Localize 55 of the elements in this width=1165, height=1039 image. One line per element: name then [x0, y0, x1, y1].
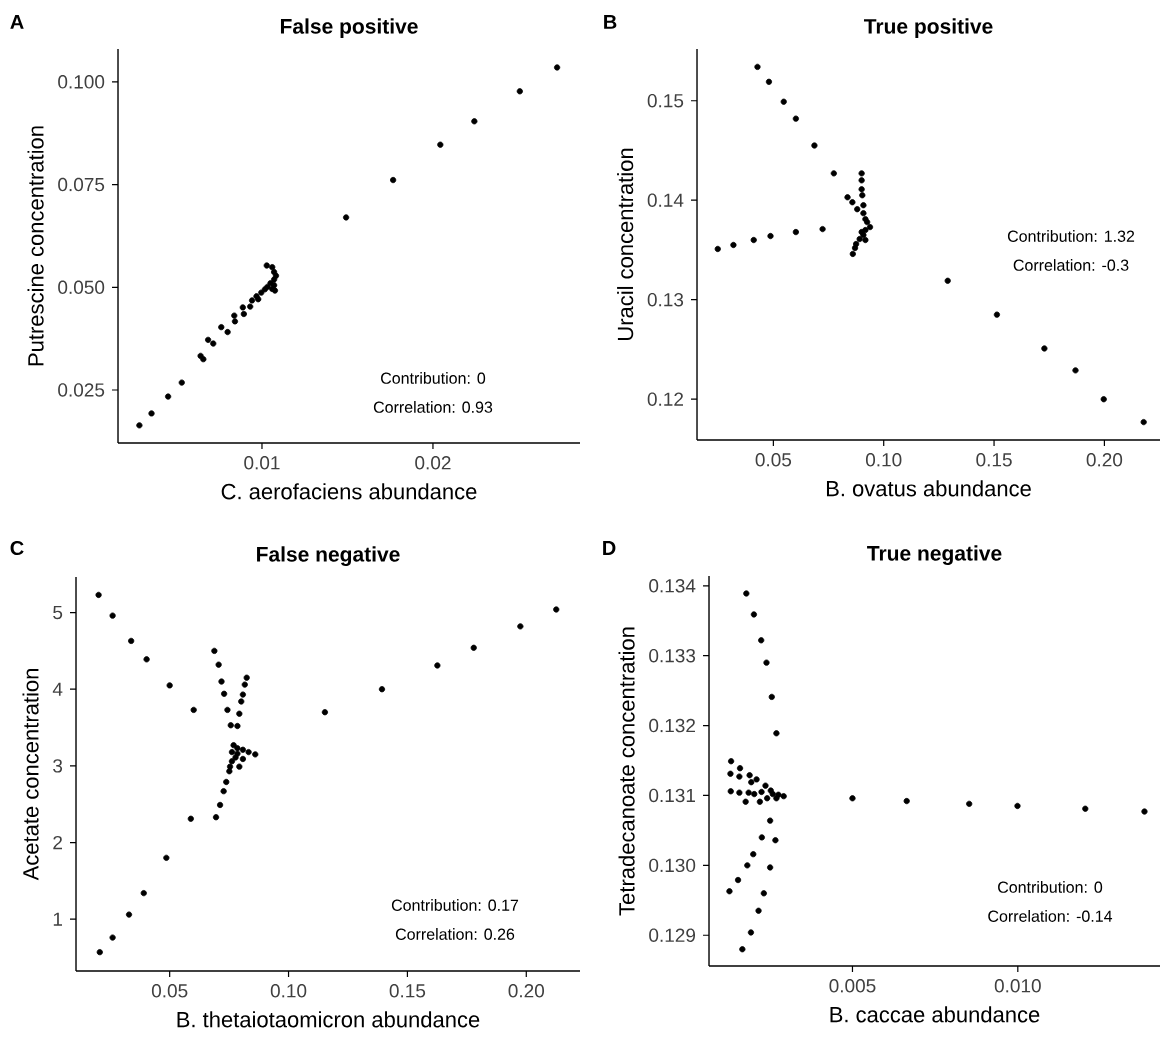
x-axis-title: B. caccae abundance: [830, 1006, 1040, 1023]
y-axis-title: Uracil concentration: [617, 148, 634, 341]
annotation: Correlation: -0.14: [988, 910, 1113, 922]
y-tick-label: 0.050: [58, 280, 105, 295]
annotation: Contribution: 0: [381, 372, 486, 384]
text: C: [10, 540, 24, 556]
annotation: Correlation: 0.93: [373, 401, 493, 413]
chart-title: False positive: [280, 18, 418, 38]
x-tick-label: 0.15: [389, 984, 426, 998]
y-tick-label: 0.025: [58, 383, 105, 397]
y-axis-title: Tetradecanoate concentration: [618, 627, 635, 916]
y-tick-label: 0.15: [647, 94, 684, 108]
y-tick-label: 0.132: [649, 718, 695, 733]
x-tick-label: 0.20: [508, 984, 545, 998]
y-tick-label: 0.13: [647, 292, 684, 307]
annotation: Contribution: 0.17: [391, 899, 519, 911]
x-axis-title: B. ovatus abundance: [826, 480, 1031, 497]
y-tick-label: 0.100: [58, 75, 105, 89]
x-tick-label: 0.005: [829, 979, 876, 993]
chart-title: False negative: [257, 546, 400, 566]
y-tick-label: 0.130: [649, 858, 696, 873]
text: A: [10, 15, 24, 29]
y-tick-label: 1: [53, 912, 62, 926]
y-axis-title: Acetate concentration: [22, 669, 39, 881]
x-tick-label: 0.05: [755, 453, 792, 467]
x-axis-title: B. thetaiotaomicron abundance: [177, 1011, 480, 1028]
x-tick-label: 0.10: [865, 453, 902, 467]
x-tick-label: 0.02: [415, 456, 451, 470]
y-tick-label: 0.129: [649, 928, 696, 942]
text: B: [604, 15, 617, 29]
x-tick-label: 0.20: [1086, 453, 1123, 467]
chart-title: True negative: [867, 545, 1002, 565]
annotation: Contribution: 0: [998, 881, 1103, 893]
y-tick-label: 5: [53, 605, 63, 620]
y-axis-title: Putrescine concentration: [27, 126, 44, 366]
annotation: Contribution: 1.32: [1007, 230, 1135, 242]
y-tick-label: 0.14: [647, 193, 684, 207]
chart-title: True positive: [863, 18, 993, 38]
y-tick-label: 0.12: [647, 392, 683, 406]
y-tick-label: 0.134: [649, 579, 696, 593]
x-tick-label: 0.10: [270, 984, 307, 998]
y-tick-label: 4: [52, 682, 63, 696]
x-axis-title: C. aerofaciens abundance: [221, 483, 477, 500]
y-tick-label: 0.131: [649, 788, 695, 803]
x-tick-label: 0.010: [994, 979, 1041, 993]
y-tick-label: 0.133: [649, 648, 696, 663]
annotation: Correlation: -0.3: [1013, 259, 1129, 271]
y-tick-label: 2: [53, 835, 62, 850]
x-tick-label: 0.05: [151, 984, 188, 998]
x-tick-label: 0.01: [244, 456, 280, 470]
x-tick-label: 0.15: [976, 453, 1012, 467]
text: D: [603, 541, 616, 555]
annotation: Correlation: 0.26: [395, 928, 515, 940]
y-tick-label: 3: [53, 759, 63, 773]
y-tick-label: 0.075: [58, 177, 105, 192]
